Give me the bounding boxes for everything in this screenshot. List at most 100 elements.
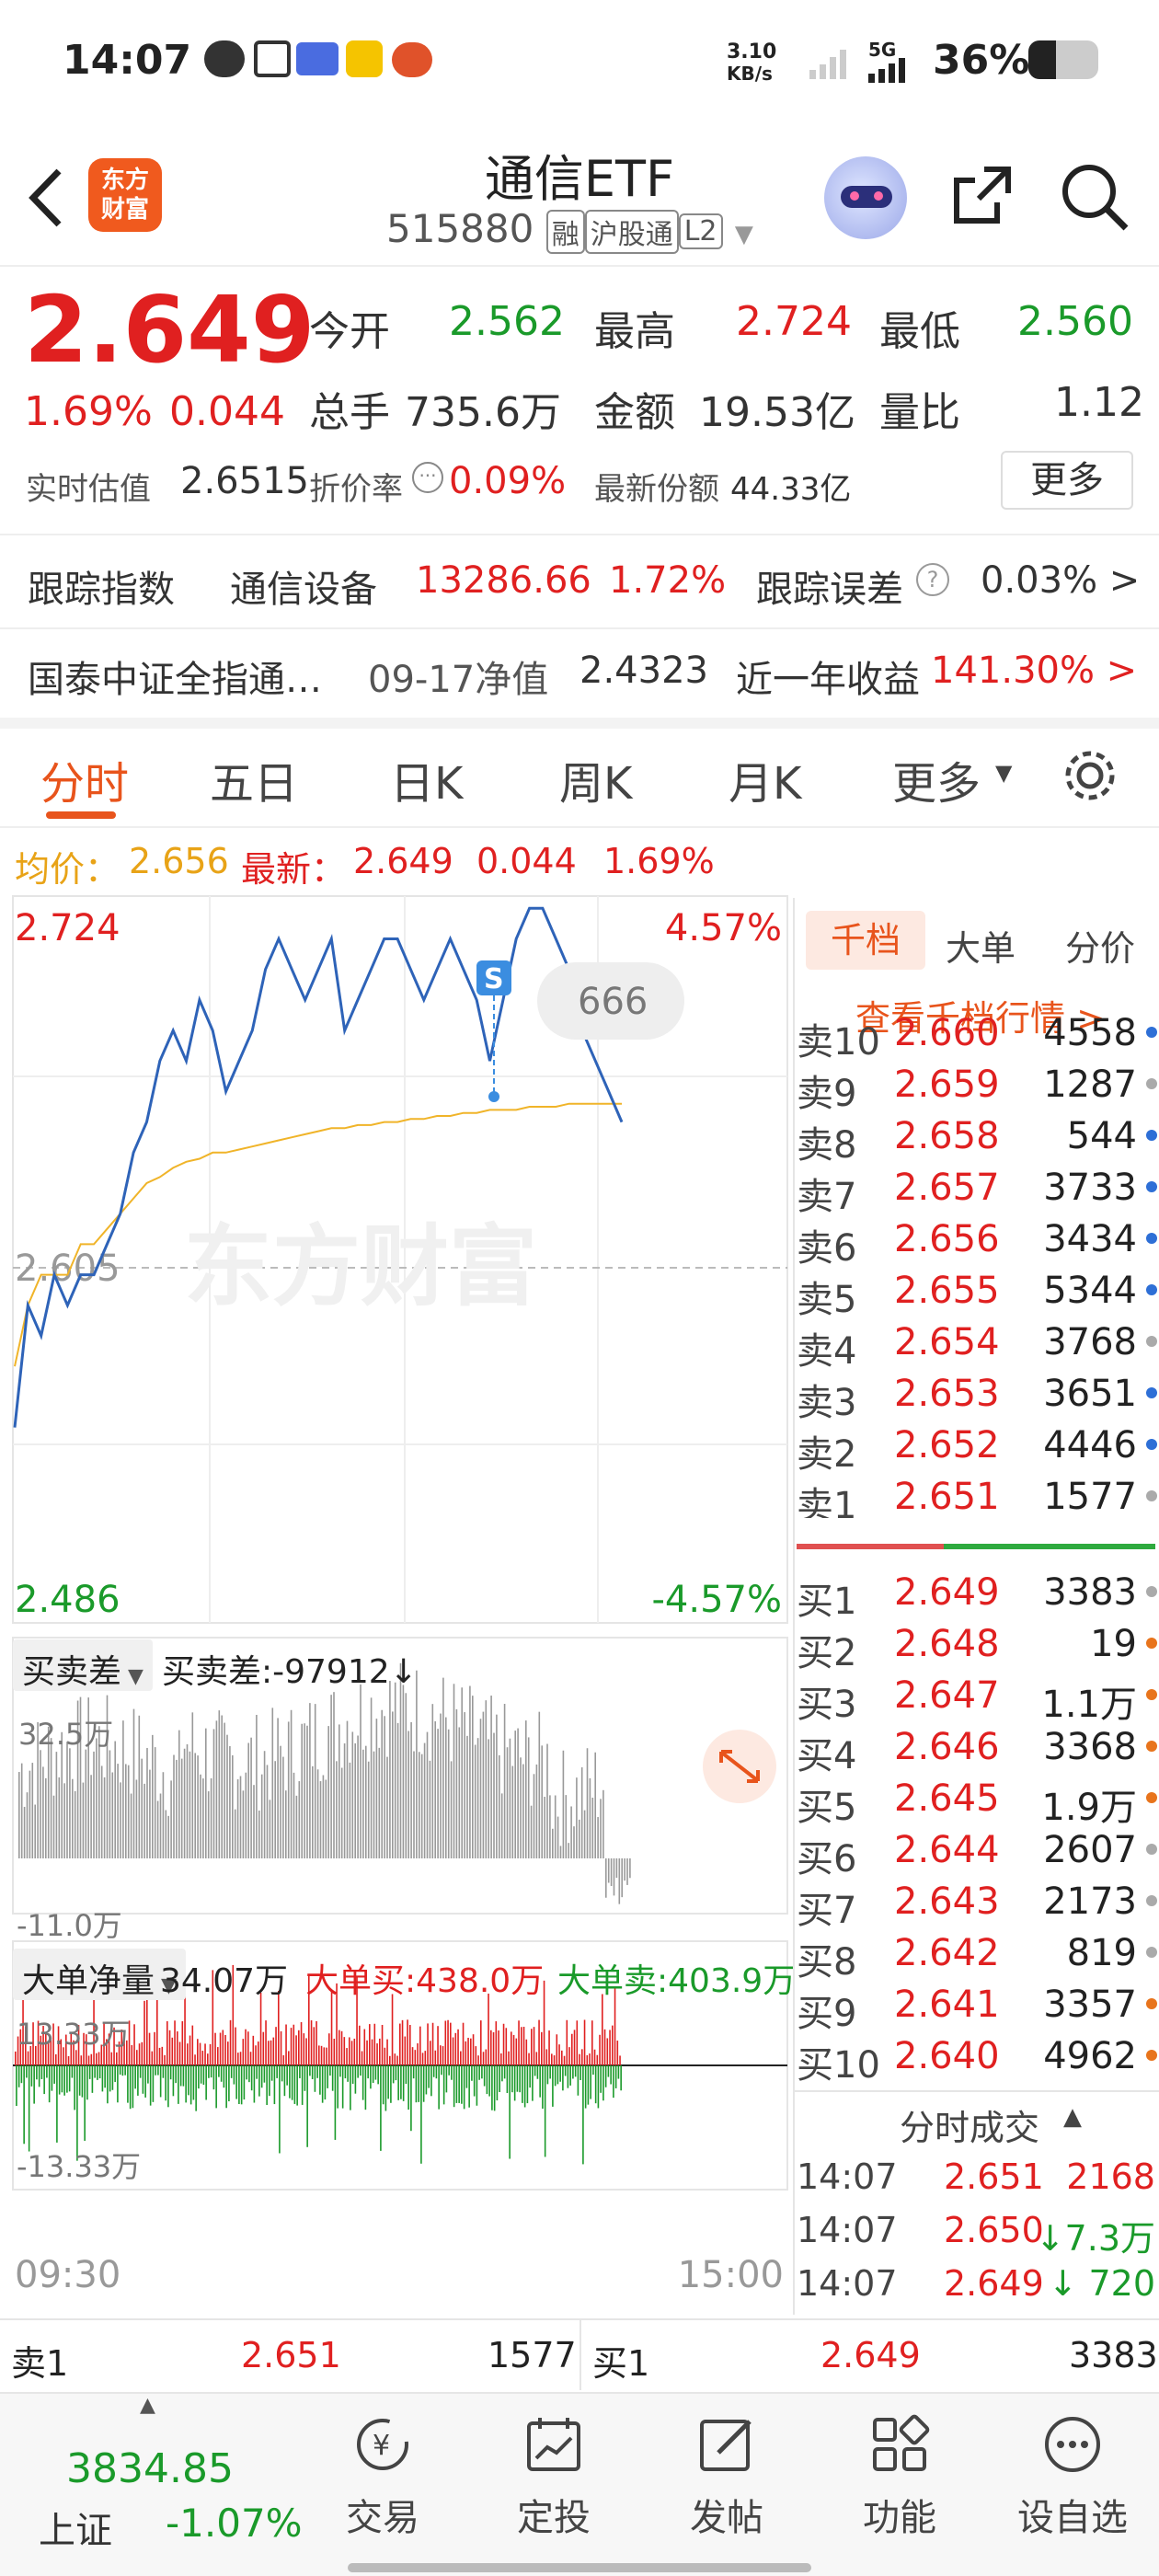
bs-bar xyxy=(333,1692,335,1858)
sell-level-row[interactable]: 卖7 2.657 3733 xyxy=(793,1161,1159,1218)
nav-fixed-invest[interactable]: 定投 xyxy=(489,2412,618,2541)
bs-bar xyxy=(453,1684,455,1858)
sell-level-price: 2.656 xyxy=(894,1218,1000,1260)
chat-bubble[interactable] xyxy=(537,962,684,1040)
bs-bar xyxy=(357,1735,359,1858)
big-buy-bar xyxy=(333,2038,336,2065)
big-sell-bar xyxy=(410,2065,412,2132)
sell-level-row[interactable]: 卖1 2.651 1577 xyxy=(793,1470,1159,1518)
buy-level-row[interactable]: 买7 2.643 2173 xyxy=(793,1875,1159,1932)
nav-post[interactable]: 发帖 xyxy=(662,2412,791,2541)
buy-level-row[interactable]: 买5 2.645 1.9万 xyxy=(793,1772,1159,1829)
tab-intraday[interactable]: 分时 xyxy=(40,758,130,810)
sell-level-row[interactable]: 卖4 2.654 3768 xyxy=(793,1316,1159,1373)
big-buy-bar xyxy=(265,2020,267,2065)
big-buy-bar xyxy=(512,2034,515,2065)
big-sell-bar xyxy=(281,2065,283,2082)
sell-level-row[interactable]: 卖3 2.653 3651 xyxy=(793,1367,1159,1424)
buy-level-row[interactable]: 买3 2.647 1.1万 xyxy=(793,1669,1159,1726)
tab-price-distribution[interactable]: 分价 xyxy=(1065,928,1136,969)
robot-assistant-icon[interactable] xyxy=(824,156,907,239)
eastmoney-logo[interactable]: 东方 财富 xyxy=(88,158,162,232)
tab-five-day[interactable]: 五日 xyxy=(210,758,299,810)
big-order-selector[interactable]: 大单净量 ▼ xyxy=(13,1949,186,2000)
big-buy-bar xyxy=(440,2045,442,2065)
chevron-down-icon[interactable]: ▼ xyxy=(734,221,753,248)
big-sell-bar xyxy=(384,2065,387,2111)
big-buy-bar xyxy=(154,2031,155,2065)
settings-gear-icon[interactable] xyxy=(1060,745,1120,806)
big-buy-bar xyxy=(350,2041,353,2065)
help-icon[interactable]: ? xyxy=(916,563,949,596)
bs-bar xyxy=(396,1722,399,1858)
share-icon[interactable] xyxy=(947,160,1017,230)
tab-daily-k[interactable]: 日K xyxy=(390,758,464,810)
nav-fixed-invest-label: 定投 xyxy=(517,2497,591,2539)
bs-bar xyxy=(180,1758,183,1858)
bs-bar xyxy=(589,1777,591,1858)
big-sell-bar xyxy=(327,2065,328,2088)
volume-ratio-label: 量比 xyxy=(879,389,960,436)
big-sell-bar xyxy=(364,2065,367,2110)
buy-level-price: 2.643 xyxy=(894,1880,1000,1923)
buy-level-row[interactable]: 买8 2.642 819 xyxy=(793,1926,1159,1984)
big-buy-bar xyxy=(143,2000,145,2065)
divider xyxy=(580,2320,581,2390)
intraday-chart[interactable]: 东方财富 2.724 2.605 2.486 4.57% -4.57% 666 … xyxy=(0,892,791,2309)
signal-marker-icon[interactable] xyxy=(476,960,511,995)
big-sell-bar xyxy=(511,2065,513,2093)
buy-level-row[interactable]: 买2 2.648 19 xyxy=(793,1617,1159,1674)
index-ticker[interactable]: 3834.85 上证 -1.07% xyxy=(0,2394,313,2576)
bs-selector[interactable]: 买卖差 ▼ xyxy=(13,1639,153,1691)
big-sell-bar xyxy=(613,2065,614,2099)
nav-functions[interactable]: 功能 xyxy=(835,2412,964,2541)
sell-level-row[interactable]: 卖10 2.660 4558 xyxy=(793,1006,1159,1064)
search-icon[interactable] xyxy=(1058,160,1131,234)
buy-level-row[interactable]: 买9 2.641 3357 xyxy=(793,1978,1159,2035)
amount-value: 19.53亿 xyxy=(699,389,855,436)
tab-monthly-k[interactable]: 月K xyxy=(729,758,802,810)
tab-thousand-levels[interactable]: 千档 xyxy=(806,911,925,970)
buy-level-row[interactable]: 买10 2.640 4962 xyxy=(793,2030,1159,2087)
sell-level-row[interactable]: 卖9 2.659 1287 xyxy=(793,1058,1159,1115)
bs-bar xyxy=(530,1805,533,1858)
info-icon[interactable]: ··· xyxy=(412,462,443,493)
buy-level-price: 2.646 xyxy=(894,1726,1000,1768)
big-buy-bar xyxy=(298,2030,300,2065)
bs-bar xyxy=(343,1743,346,1858)
tab-more[interactable]: 更多 xyxy=(892,758,981,810)
ticks-header[interactable]: 分时成交 xyxy=(900,2108,1040,2148)
tab-large-orders[interactable]: 大单 xyxy=(946,928,1016,969)
buy-level-row[interactable]: 买4 2.646 3368 xyxy=(793,1720,1159,1777)
big-sell-bar xyxy=(129,2065,132,2110)
big-sell-bar xyxy=(121,2065,124,2076)
view-levels-link[interactable]: 查看千档行情 > xyxy=(855,998,1106,1039)
big-buy-bar xyxy=(384,2047,386,2065)
sell-level-row[interactable]: 卖2 2.652 4446 xyxy=(793,1419,1159,1476)
buy-level-row[interactable]: 买6 2.644 2607 xyxy=(793,1823,1159,1880)
high-label: 最高 xyxy=(594,308,675,355)
more-button[interactable]: 更多 xyxy=(1001,451,1133,510)
nav-watchlist[interactable]: 设自选 xyxy=(1008,2412,1137,2541)
sell-level-row[interactable]: 卖8 2.658 544 xyxy=(793,1110,1159,1167)
bs-bar xyxy=(250,1737,252,1858)
sell-level-label: 卖8 xyxy=(797,1124,857,1167)
big-sell-bar xyxy=(420,2065,422,2164)
back-icon[interactable] xyxy=(26,166,66,230)
fund-row[interactable]: 国泰中证全指通… 09-17净值 2.4323 近一年收益 141.30% > xyxy=(0,629,1159,721)
nav-trade[interactable]: ¥ 交易 xyxy=(318,2412,447,2541)
big-sell-bar xyxy=(463,2065,465,2110)
big-buy-bar xyxy=(77,2025,80,2065)
level-dot-icon xyxy=(1146,1998,1157,2009)
bs-bar xyxy=(522,1764,524,1858)
bs-bar xyxy=(295,1795,298,1858)
big-sell-bar xyxy=(534,2065,536,2076)
bs-bar xyxy=(370,1697,373,1858)
big-buy-bar xyxy=(37,2020,40,2065)
tab-weekly-k[interactable]: 周K xyxy=(559,758,633,810)
sell-level-row[interactable]: 卖5 2.655 5344 xyxy=(793,1264,1159,1321)
buy-level-row[interactable]: 买1 2.649 3383 xyxy=(793,1566,1159,1623)
big-buy-bar xyxy=(389,2055,391,2065)
tracking-row[interactable]: 跟踪指数 通信设备 13286.66 1.72% 跟踪误差 ? 0.03% > xyxy=(0,535,1159,627)
sell-level-row[interactable]: 卖6 2.656 3434 xyxy=(793,1213,1159,1270)
